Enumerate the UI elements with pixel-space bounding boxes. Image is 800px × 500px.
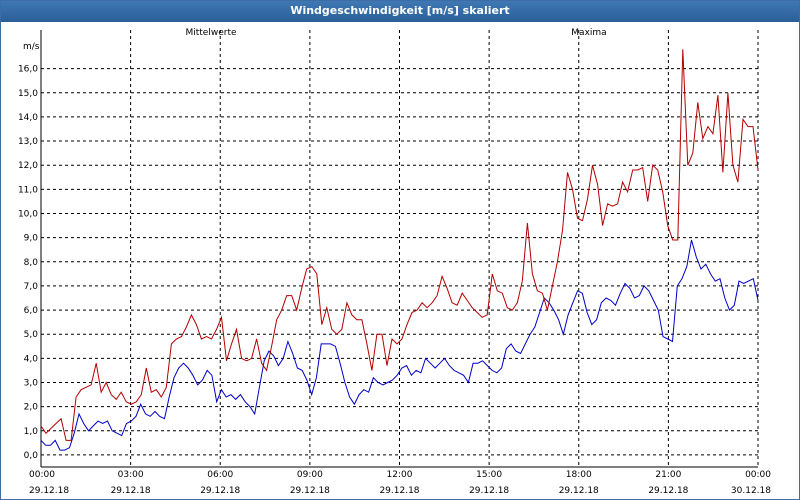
y-tick-label: 9,0 [24, 234, 39, 244]
x-tick-date: 29.12.18 [29, 486, 69, 496]
x-tick-date: 29.12.18 [290, 486, 330, 496]
x-tick-time: 21:00 [655, 470, 681, 480]
x-tick-date: 29.12.18 [379, 486, 419, 496]
x-tick-time: 00:00 [29, 470, 55, 480]
series-line-mittelwerte [40, 239, 759, 451]
x-tick-time: 00:00 [745, 470, 771, 480]
legend-mittelwerte: Mittelwerte [185, 28, 236, 38]
x-tick-date: 29.12.18 [111, 486, 151, 496]
x-tick-time: 18:00 [566, 470, 592, 480]
y-tick-label: 4,0 [24, 354, 39, 364]
axes [40, 30, 759, 468]
x-tick-date: 29.12.18 [648, 486, 688, 496]
x-tick-date: 29.12.18 [559, 486, 599, 496]
y-tick-label: 7,0 [24, 282, 39, 292]
window-title: Windgeschwindigkeit [m/s] skaliert [1, 1, 799, 22]
x-tick-date: 30.12.18 [731, 486, 771, 496]
y-axis-label: m/s [23, 42, 40, 52]
y-tick-label: 15,0 [18, 89, 38, 99]
y-tick-label: 3,0 [24, 378, 39, 388]
y-tick-label: 2,0 [24, 403, 39, 413]
series-lines [40, 49, 759, 451]
x-tick-time: 09:00 [297, 470, 323, 480]
grid-lines [41, 30, 758, 467]
y-tick-label: 13,0 [18, 137, 38, 147]
series-line-maxima [40, 49, 759, 441]
y-tick-labels: 0,0 1,0 2,0 3,0 4,0 5,0 6,0 7,0 8,0 9,0 10,0 11,0 12… [18, 65, 38, 461]
y-tick-label: 6,0 [24, 306, 39, 316]
legend-maxima: Maxima [571, 28, 606, 38]
x-tick-labels: 00:00 29.12.18 03:00 29.12.18 06:00 29.12.18 0… [29, 470, 771, 496]
wind-speed-chart: m/s Mittelwerte Maxima 0,0 1,0 2,0 3,0 4,0 5,… [18, 28, 771, 496]
y-tick-label: 12,0 [18, 161, 38, 171]
x-tick-time: 15:00 [476, 470, 502, 480]
y-tick-label: 1,0 [24, 427, 39, 437]
y-tick-label: 11,0 [18, 185, 38, 195]
y-tick-label: 0,0 [24, 451, 39, 461]
y-tick-label: 10,0 [18, 209, 38, 219]
y-tick-label: 16,0 [18, 65, 38, 75]
x-tick-time: 06:00 [207, 470, 233, 480]
x-tick-time: 12:00 [387, 470, 413, 480]
x-tick-date: 29.12.18 [469, 486, 509, 496]
x-tick-date: 29.12.18 [200, 486, 240, 496]
x-tick-time: 03:00 [118, 470, 144, 480]
y-tick-label: 5,0 [24, 330, 39, 340]
y-tick-label: 14,0 [18, 113, 38, 123]
y-tick-label: 8,0 [24, 258, 39, 268]
